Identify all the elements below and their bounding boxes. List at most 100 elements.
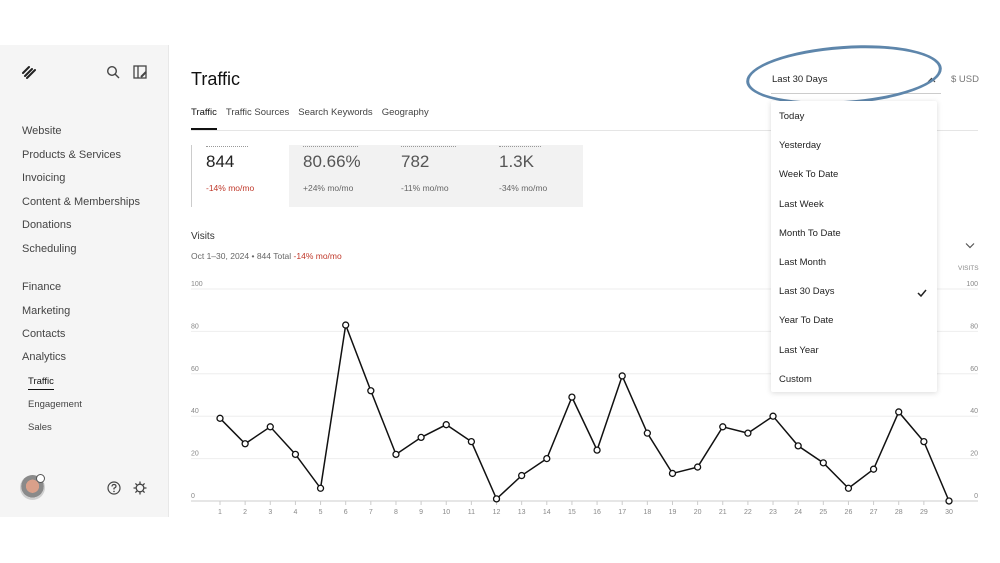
stat-card[interactable]: 1.3K -34% mo/mo <box>485 145 583 207</box>
y-tick-label-right: 60 <box>970 366 978 373</box>
stat-card-visits[interactable]: 844 -14% mo/mo <box>191 145 289 207</box>
visits-range-total: Oct 1–30, 2024 • 844 Total <box>191 251 292 261</box>
edit-layout-icon[interactable] <box>133 65 147 79</box>
data-point <box>719 423 727 431</box>
x-tick-label: 6 <box>344 509 348 516</box>
y-tick-label-left: 80 <box>191 323 199 330</box>
tab-geography[interactable]: Geography <box>381 107 429 118</box>
x-tick-label: 16 <box>593 509 601 516</box>
dropdown-option[interactable]: Week To Date <box>779 169 839 181</box>
x-tick-label: 28 <box>895 509 903 516</box>
x-tick-label: 5 <box>319 509 323 516</box>
data-point <box>417 433 425 442</box>
nav-contacts[interactable]: Contacts <box>22 328 66 340</box>
tabs-divider <box>191 130 978 131</box>
data-point <box>266 423 274 431</box>
visits-change: -14% mo/mo <box>293 251 342 261</box>
nav-invoicing[interactable]: Invoicing <box>22 172 66 184</box>
y-axis-label: VISITS <box>958 265 979 272</box>
settings-gear-icon[interactable] <box>133 481 147 495</box>
dropdown-option[interactable]: Last Week <box>779 198 824 210</box>
x-tick-label: 19 <box>669 509 677 516</box>
y-tick-label-left: 0 <box>191 493 195 500</box>
stat-value: 1.3K <box>499 152 534 171</box>
nav-sales[interactable]: Sales <box>28 422 52 433</box>
date-range-dropdown: Today Yesterday Week To Date Last Week Month… <box>771 101 937 392</box>
dropdown-option[interactable]: Today <box>779 111 805 122</box>
chevron-down-icon[interactable] <box>965 242 975 249</box>
nav-analytics[interactable]: Analytics <box>22 351 67 363</box>
help-icon[interactable] <box>107 481 121 495</box>
x-tick-label: 14 <box>543 509 551 516</box>
data-point <box>568 393 576 401</box>
x-tick-label: 25 <box>819 509 827 516</box>
data-point <box>518 471 526 480</box>
dropdown-option[interactable]: Year To Date <box>779 315 834 327</box>
dropdown-option[interactable]: Month To Date <box>779 227 841 239</box>
stat-value: 844 <box>206 152 235 171</box>
nav-marketing[interactable]: Marketing <box>22 305 71 317</box>
x-tick-label: 22 <box>744 509 752 516</box>
x-tick-label: 29 <box>920 509 928 516</box>
page-title: Traffic <box>191 69 241 89</box>
x-tick-label: 27 <box>870 509 878 516</box>
nav-scheduling[interactable]: Scheduling <box>22 243 77 255</box>
dropdown-option[interactable]: Last Month <box>779 257 826 268</box>
x-tick-label: 18 <box>643 509 651 516</box>
dropdown-option[interactable]: Custom <box>779 373 812 385</box>
y-tick-label-right: 0 <box>974 493 978 500</box>
data-point <box>593 446 601 454</box>
nav-content-memberships[interactable]: Content & Memberships <box>22 196 140 208</box>
squarespace-logo-icon[interactable] <box>21 65 37 79</box>
x-tick-label: 23 <box>769 509 777 516</box>
x-tick-label: 3 <box>268 509 272 516</box>
search-icon[interactable] <box>106 65 120 79</box>
currency-label[interactable]: $ USD <box>951 74 979 85</box>
y-tick-label-right: 40 <box>970 408 978 415</box>
tab-traffic[interactable]: Traffic <box>191 107 217 130</box>
tab-search-keywords[interactable]: Search Keywords <box>298 107 373 118</box>
nav-products-services[interactable]: Products & Services <box>22 149 122 161</box>
data-point <box>643 429 651 437</box>
dropdown-option[interactable]: Yesterday <box>779 140 821 152</box>
stat-change: +24% mo/mo <box>303 183 354 193</box>
data-point <box>543 454 551 463</box>
data-point <box>467 437 476 446</box>
x-tick-label: 12 <box>493 509 501 516</box>
stat-card[interactable]: 782 -11% mo/mo <box>387 145 485 207</box>
dropdown-option[interactable]: Last Year <box>779 344 819 356</box>
x-tick-label: 26 <box>845 509 853 516</box>
y-tick-label-left: 20 <box>191 451 199 458</box>
data-point <box>769 412 777 420</box>
x-tick-label: 13 <box>518 509 526 516</box>
x-tick-label: 2 <box>243 509 247 516</box>
stat-change: -11% mo/mo <box>401 183 449 193</box>
dropdown-option[interactable]: Last 30 Days <box>779 286 835 298</box>
data-point <box>291 450 300 459</box>
nav-traffic[interactable]: Traffic <box>28 376 54 390</box>
sidebar: Website Products & Services Invoicing Co… <box>0 45 169 517</box>
x-tick-label: 9 <box>419 509 423 516</box>
x-tick-label: 24 <box>794 509 802 516</box>
visits-subtitle: Oct 1–30, 2024 • 844 Total -14% mo/mo <box>191 251 342 261</box>
data-point <box>920 437 928 446</box>
x-tick-label: 4 <box>293 509 297 516</box>
y-tick-label-right: 20 <box>970 451 978 458</box>
chevron-up-icon <box>927 77 936 83</box>
x-tick-label: 10 <box>442 509 450 516</box>
stat-card[interactable]: 80.66% +24% mo/mo <box>289 145 387 207</box>
data-point <box>819 459 827 467</box>
data-point <box>945 497 953 505</box>
tab-traffic-sources[interactable]: Traffic Sources <box>225 107 290 118</box>
data-point <box>442 421 450 429</box>
stat-change: -14% mo/mo <box>206 183 255 193</box>
nav-engagement[interactable]: Engagement <box>28 399 82 410</box>
date-range-select[interactable]: Last 30 Days <box>771 72 941 94</box>
nav-website[interactable]: Website <box>22 125 62 137</box>
nav-finance[interactable]: Finance <box>22 281 62 293</box>
y-tick-label-right: 80 <box>970 323 978 330</box>
data-point <box>492 495 501 503</box>
nav-donations[interactable]: Donations <box>22 219 72 231</box>
y-tick-label-left: 40 <box>191 408 199 415</box>
